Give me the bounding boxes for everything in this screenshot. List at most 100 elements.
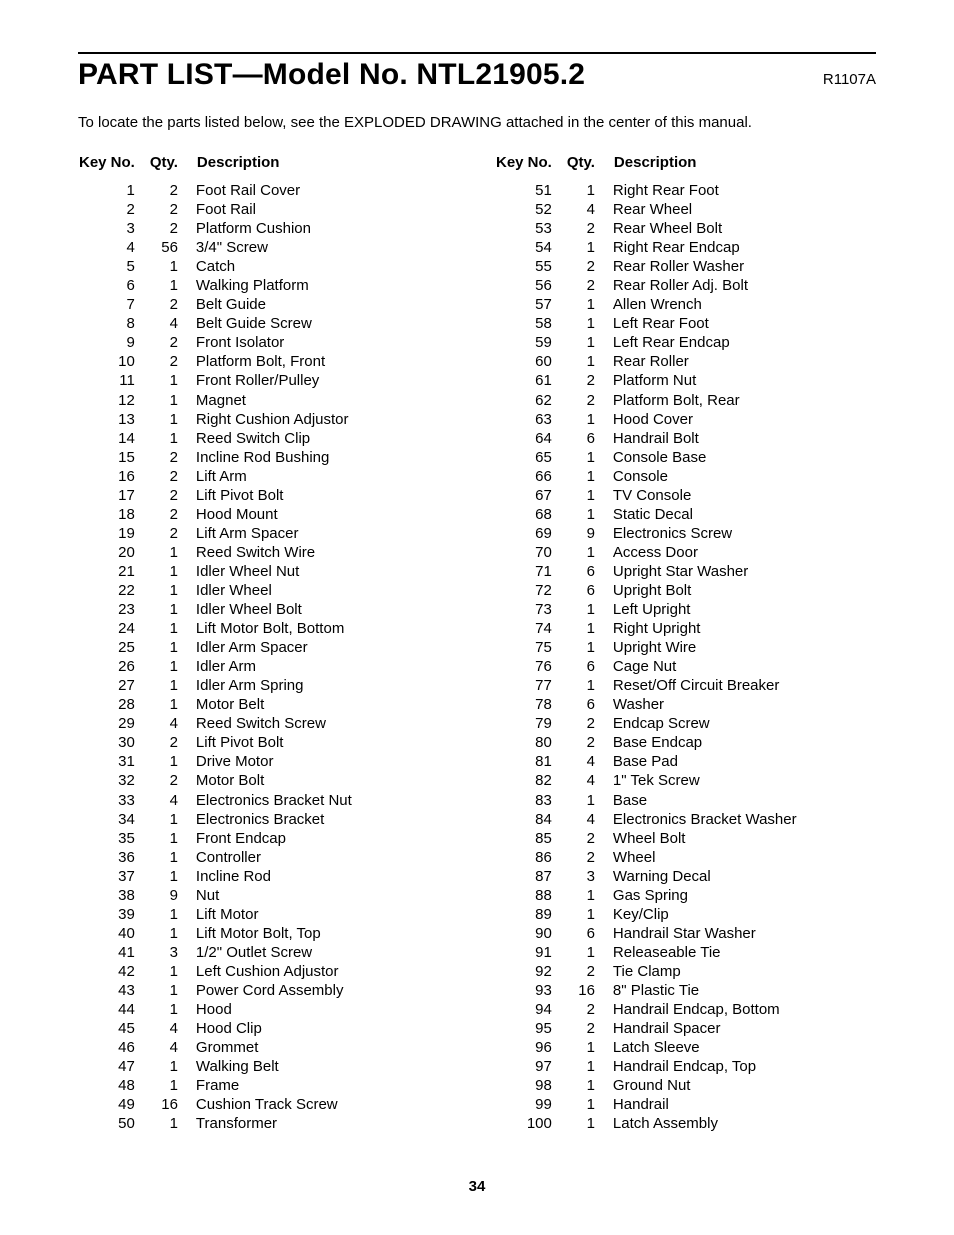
- table-row: 661Console: [495, 467, 876, 486]
- cell-qty: 4: [149, 1038, 196, 1057]
- cell-desc: Foot Rail: [196, 200, 459, 219]
- cell-key: 21: [78, 562, 149, 581]
- cell-key: 15: [78, 448, 149, 467]
- cell-qty: 2: [566, 1000, 613, 1019]
- cell-desc: Platform Bolt, Front: [196, 352, 459, 371]
- table-row: 814Base Pad: [495, 752, 876, 771]
- cell-qty: 1: [566, 467, 613, 486]
- page-title: PART LIST—Model No. NTL21905.2: [78, 58, 585, 92]
- cell-desc: Front Isolator: [196, 333, 459, 352]
- table-row: 971Handrail Endcap, Top: [495, 1057, 876, 1076]
- cell-desc: Static Decal: [613, 505, 876, 524]
- cell-key: 18: [78, 505, 149, 524]
- cell-key: 68: [495, 505, 566, 524]
- cell-desc: Wheel Bolt: [613, 829, 876, 848]
- table-row: 881Gas Spring: [495, 886, 876, 905]
- table-row: 831Base: [495, 791, 876, 810]
- cell-qty: 2: [566, 714, 613, 733]
- table-row: 294Reed Switch Screw: [78, 714, 459, 733]
- cell-qty: 4: [149, 791, 196, 810]
- table-row: 351Front Endcap: [78, 829, 459, 848]
- cell-key: 1: [78, 181, 149, 200]
- table-row: 862Wheel: [495, 848, 876, 867]
- cell-desc: Latch Sleeve: [613, 1038, 876, 1057]
- cell-desc: Lift Pivot Bolt: [196, 733, 459, 752]
- cell-key: 87: [495, 867, 566, 886]
- cell-desc: Platform Nut: [613, 371, 876, 390]
- parts-column-left: Key No. Qty. Description 12Foot Rail Cov…: [78, 153, 459, 1133]
- cell-key: 47: [78, 1057, 149, 1076]
- cell-desc: Handrail Endcap, Bottom: [613, 1000, 876, 1019]
- table-row: 421Left Cushion Adjustor: [78, 962, 459, 981]
- parts-table-left: Key No. Qty. Description 12Foot Rail Cov…: [78, 153, 459, 1133]
- table-row: 631Hood Cover: [495, 410, 876, 429]
- cell-qty: 1: [149, 695, 196, 714]
- cell-desc: Reed Switch Clip: [196, 429, 459, 448]
- cell-qty: 2: [149, 771, 196, 790]
- cell-key: 40: [78, 924, 149, 943]
- cell-desc: Idler Wheel Nut: [196, 562, 459, 581]
- cell-qty: 16: [149, 1095, 196, 1114]
- cell-qty: 2: [566, 733, 613, 752]
- table-row: 991Handrail: [495, 1095, 876, 1114]
- table-row: 961Latch Sleeve: [495, 1038, 876, 1057]
- table-row: 102Platform Bolt, Front: [78, 352, 459, 371]
- table-row: 302Lift Pivot Bolt: [78, 733, 459, 752]
- cell-desc: Motor Bolt: [196, 771, 459, 790]
- cell-desc: Reed Switch Wire: [196, 543, 459, 562]
- cell-qty: 2: [566, 276, 613, 295]
- table-row: 511Right Rear Foot: [495, 181, 876, 200]
- cell-desc: Rear Roller: [613, 352, 876, 371]
- cell-key: 38: [78, 886, 149, 905]
- cell-desc: Reset/Off Circuit Breaker: [613, 676, 876, 695]
- table-row: 716Upright Star Washer: [495, 562, 876, 581]
- table-row: 681Static Decal: [495, 505, 876, 524]
- cell-key: 45: [78, 1019, 149, 1038]
- cell-desc: 3/4" Screw: [196, 238, 459, 257]
- cell-key: 16: [78, 467, 149, 486]
- cell-key: 69: [495, 524, 566, 543]
- cell-desc: Front Roller/Pulley: [196, 371, 459, 390]
- cell-key: 41: [78, 943, 149, 962]
- cell-key: 56: [495, 276, 566, 295]
- cell-qty: 1: [149, 810, 196, 829]
- cell-key: 58: [495, 314, 566, 333]
- cell-qty: 1: [566, 238, 613, 257]
- table-row: 671TV Console: [495, 486, 876, 505]
- col-header-qty: Qty.: [149, 153, 196, 181]
- cell-desc: Rear Wheel Bolt: [613, 219, 876, 238]
- cell-desc: Left Cushion Adjustor: [196, 962, 459, 981]
- cell-key: 11: [78, 371, 149, 390]
- cell-qty: 1: [566, 333, 613, 352]
- cell-desc: Right Upright: [613, 619, 876, 638]
- cell-qty: 2: [149, 200, 196, 219]
- cell-key: 59: [495, 333, 566, 352]
- table-row: 72Belt Guide: [78, 295, 459, 314]
- table-row: 741Right Upright: [495, 619, 876, 638]
- cell-key: 97: [495, 1057, 566, 1076]
- table-row: 192Lift Arm Spacer: [78, 524, 459, 543]
- cell-key: 28: [78, 695, 149, 714]
- cell-key: 73: [495, 600, 566, 619]
- table-row: 601Rear Roller: [495, 352, 876, 371]
- cell-desc: Allen Wrench: [613, 295, 876, 314]
- cell-key: 62: [495, 391, 566, 410]
- cell-key: 13: [78, 410, 149, 429]
- cell-key: 74: [495, 619, 566, 638]
- cell-qty: 3: [149, 943, 196, 962]
- table-row: 201Reed Switch Wire: [78, 543, 459, 562]
- table-header-row: Key No. Qty. Description: [495, 153, 876, 181]
- cell-desc: Handrail Bolt: [613, 429, 876, 448]
- cell-desc: Electronics Bracket Washer: [613, 810, 876, 829]
- cell-desc: Hood Mount: [196, 505, 459, 524]
- table-row: 61Walking Platform: [78, 276, 459, 295]
- cell-desc: Nut: [196, 886, 459, 905]
- cell-key: 34: [78, 810, 149, 829]
- cell-desc: Rear Roller Adj. Bolt: [613, 276, 876, 295]
- cell-desc: Foot Rail Cover: [196, 181, 459, 200]
- cell-desc: Ground Nut: [613, 1076, 876, 1095]
- cell-qty: 1: [149, 429, 196, 448]
- cell-qty: 1: [149, 829, 196, 848]
- cell-key: 63: [495, 410, 566, 429]
- table-row: 311Drive Motor: [78, 752, 459, 771]
